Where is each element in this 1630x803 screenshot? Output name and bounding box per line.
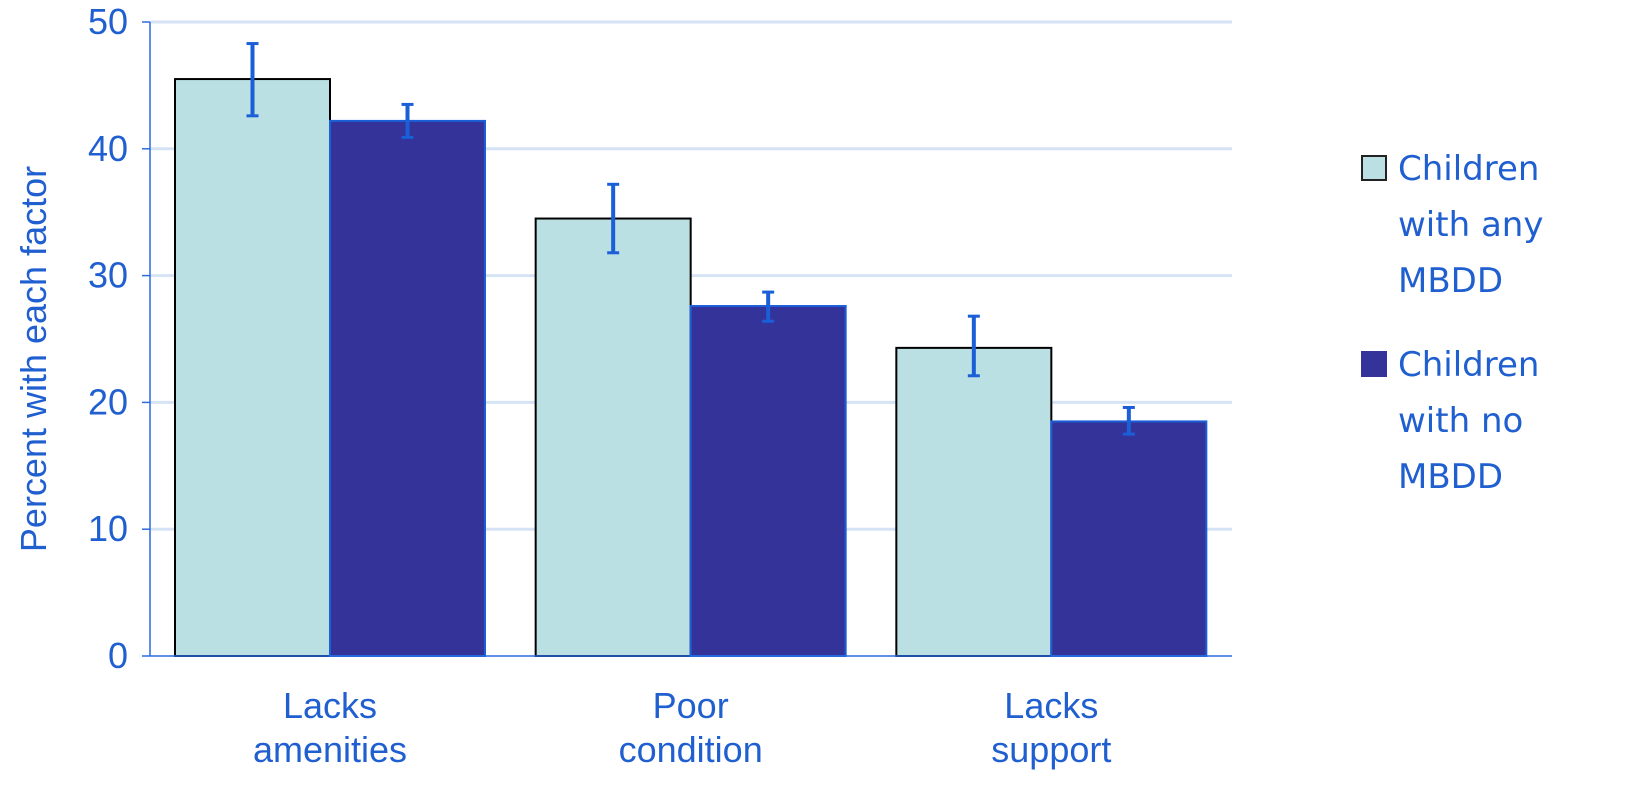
legend-label: Children with no MBDD xyxy=(1398,345,1539,497)
legend-label-line: with no xyxy=(1398,401,1523,441)
legend-label: Children with any MBDD xyxy=(1398,149,1543,301)
axes: 0 10 20 30 40 50 xyxy=(88,1,1232,676)
x-category-label: Lacks support xyxy=(991,685,1111,770)
x-category-label-line: amenities xyxy=(253,729,407,770)
bar-no-mbdd xyxy=(689,305,847,657)
error-bars xyxy=(246,42,1135,436)
x-category-label-line: condition xyxy=(619,729,763,770)
bar-no-mbdd xyxy=(1050,420,1208,658)
y-tick-label: 20 xyxy=(88,381,128,422)
legend-label-line: MBDD xyxy=(1398,261,1503,301)
x-category-label-line: Lacks xyxy=(1004,685,1098,726)
legend-label-line: with any xyxy=(1398,205,1543,245)
y-tick-label: 30 xyxy=(88,255,128,296)
legend: Children with any MBDD Children with no MBDD xyxy=(1361,149,1543,497)
legend-label-line: MBDD xyxy=(1398,457,1503,497)
y-axis-title: Percent with each factor xyxy=(13,166,54,552)
x-category-label-line: Poor xyxy=(653,685,729,726)
legend-label-line: Children xyxy=(1398,345,1539,385)
bar-any-mbdd xyxy=(895,346,1053,657)
bar-any-mbdd xyxy=(174,78,331,657)
bar-any-mbdd xyxy=(534,217,692,657)
x-category-label: Poor condition xyxy=(619,685,763,770)
y-tick-label: 40 xyxy=(88,128,128,169)
y-tick-label: 50 xyxy=(88,1,128,42)
bars xyxy=(174,78,1208,658)
legend-swatch xyxy=(1361,155,1387,181)
y-tick-label: 10 xyxy=(88,508,128,549)
x-category-label-line: support xyxy=(991,729,1111,770)
legend-swatch xyxy=(1361,351,1387,377)
legend-label-line: Children xyxy=(1398,149,1539,189)
y-tick-label: 0 xyxy=(108,635,128,676)
x-category-label-line: Lacks xyxy=(283,685,377,726)
x-category-label: Lacks amenities xyxy=(253,685,407,770)
bar-no-mbdd xyxy=(329,119,486,658)
